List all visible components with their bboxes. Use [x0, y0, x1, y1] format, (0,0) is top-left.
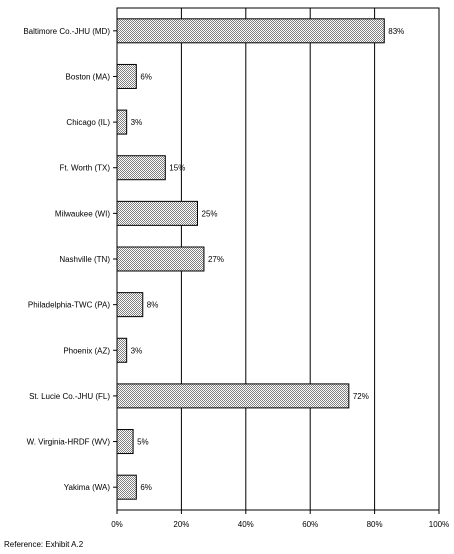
value-label: 83%	[388, 27, 404, 36]
bar	[116, 246, 205, 272]
category-label: Nashville (TN)	[59, 255, 110, 264]
category-label: Baltimore Co.-JHU (MD)	[23, 27, 110, 36]
category-label: St. Lucie Co.-JHU (FL)	[29, 392, 110, 401]
bar	[116, 18, 385, 44]
x-tick-label: 100%	[429, 520, 449, 529]
x-tick-label: 80%	[367, 520, 383, 529]
category-label: Philadelphia-TWC (PA)	[28, 301, 110, 310]
value-label: 5%	[137, 438, 149, 447]
value-label: 6%	[140, 72, 152, 81]
bar	[116, 109, 128, 135]
x-tick-label: 40%	[238, 520, 254, 529]
value-label: 6%	[140, 483, 152, 492]
x-tick-label: 0%	[111, 520, 123, 529]
value-label: 3%	[131, 346, 143, 355]
value-label: 27%	[208, 255, 224, 264]
bar	[116, 63, 137, 89]
category-label: Milwaukee (WI)	[55, 209, 110, 218]
bar	[116, 292, 144, 318]
bar	[116, 429, 134, 455]
category-label: Boston (MA)	[66, 72, 111, 81]
category-label: Yakima (WA)	[64, 483, 111, 492]
category-label: Chicago (IL)	[66, 118, 110, 127]
category-label: Phoenix (AZ)	[63, 346, 110, 355]
reference-note: Reference: Exhibit A.2	[4, 540, 84, 549]
value-label: 15%	[169, 164, 185, 173]
value-label: 25%	[202, 209, 218, 218]
x-tick-label: 60%	[302, 520, 318, 529]
bar	[116, 474, 137, 500]
value-label: 72%	[353, 392, 369, 401]
value-label: 8%	[147, 301, 159, 310]
category-label: Ft. Worth (TX)	[59, 164, 110, 173]
bar	[116, 200, 198, 226]
value-label: 3%	[131, 118, 143, 127]
bar	[116, 155, 166, 181]
bar	[116, 337, 128, 363]
x-tick-label: 20%	[173, 520, 189, 529]
category-label: W. Virginia-HRDF (WV)	[27, 438, 111, 447]
bar	[116, 383, 350, 409]
